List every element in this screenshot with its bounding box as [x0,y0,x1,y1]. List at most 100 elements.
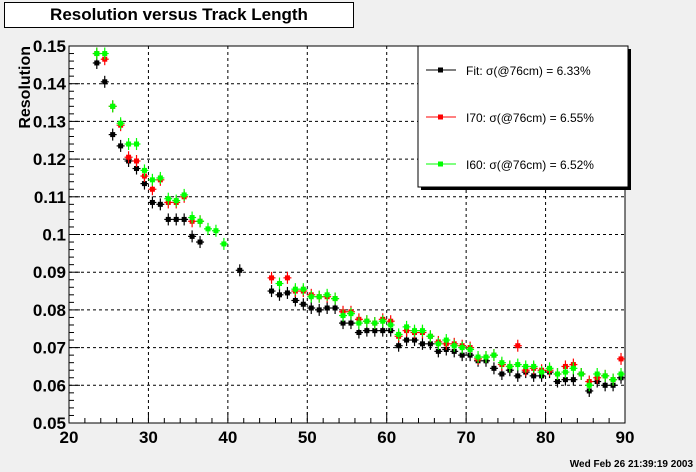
tick-labels: 20 30 40 50 60 70 80 90 0.05 0.06 0.07 0.08 0.09 0.1 0… [33,37,635,447]
data-point [354,317,363,330]
marker [483,354,489,360]
marker [189,215,195,221]
marker [515,373,521,379]
data-point [275,288,284,301]
marker [134,141,140,147]
marker [380,318,386,324]
data-point [537,366,546,379]
marker [269,288,275,294]
data-point [219,237,228,250]
marker [110,103,116,109]
data-point [426,330,435,343]
x-tick-label: 50 [298,428,317,447]
marker [134,166,140,172]
data-point [434,337,443,350]
data-point [323,302,332,315]
data-point [370,317,379,330]
data-point [593,367,602,380]
data-point [474,351,483,364]
legend-entry: Fit: σ(@76cm) = 6.33% [426,64,591,78]
data-point [108,100,117,113]
data-point [466,343,475,356]
marker [610,377,616,383]
data-point [100,47,109,60]
marker [515,362,521,368]
marker [308,294,314,300]
data-point [418,324,427,337]
marker [356,330,362,336]
marker [570,377,576,383]
y-tick-label: 0.1 [42,226,66,245]
axis-ticks [68,45,626,424]
marker [586,382,592,388]
marker [94,51,100,57]
marker [126,141,132,147]
data-point [299,283,308,296]
data-point [299,298,308,311]
marker [102,79,108,85]
data-point [180,188,189,201]
series-2 [92,47,626,392]
data-point [140,164,149,177]
marker [197,239,203,245]
marker [269,275,275,281]
marker [578,371,584,377]
data-point [521,360,530,373]
data-point [275,277,284,290]
marker [396,331,402,337]
marker [324,305,330,311]
marker [276,292,282,298]
marker [316,307,322,313]
marker [205,226,211,232]
data-point [267,271,276,284]
data-point [124,138,133,151]
data-point [180,213,189,226]
legend-marker [438,161,443,167]
data-point [267,285,276,298]
marker [562,377,568,383]
data-point [188,211,197,224]
marker [459,345,465,351]
data-point [331,292,340,305]
chart-title: Resolution versus Track Length [4,2,354,28]
data-point [386,318,395,331]
marker [515,343,521,349]
data-point [172,194,181,207]
data-point [489,362,498,375]
legend-entry: I70: σ(@76cm) = 6.55% [426,111,594,125]
marker [181,192,187,198]
marker [324,292,330,298]
marker [372,328,378,334]
legend-label: I70: σ(@76cm) = 6.55% [466,111,594,125]
data-point [315,290,324,303]
marker [308,305,314,311]
marker [364,318,370,324]
marker [419,328,425,334]
timestamp: Wed Feb 26 21:39:19 2003 [569,459,693,470]
grid-lines [69,46,625,423]
marker [594,371,600,377]
marker [213,228,219,234]
x-tick-label: 90 [616,428,635,447]
legend: Fit: σ(@76cm) = 6.33% I70: σ(@76cm) = 6.5… [417,45,631,190]
marker [396,343,402,349]
marker [118,143,124,149]
marker [173,216,179,222]
marker [181,216,187,222]
data-point [116,117,125,130]
data-point [569,373,578,386]
data-point [513,339,522,352]
marker [618,371,624,377]
data-point [609,373,618,386]
data-point [505,360,514,373]
data-point [378,315,387,328]
y-tick-label: 0.05 [33,414,66,433]
marker [118,120,124,126]
marker [300,286,306,292]
x-tick-label: 80 [536,428,555,447]
legend-entry: I60: σ(@76cm) = 6.52% [426,158,594,172]
marker [340,320,346,326]
data-point [132,154,141,167]
marker [547,365,553,371]
data-point [156,171,165,184]
